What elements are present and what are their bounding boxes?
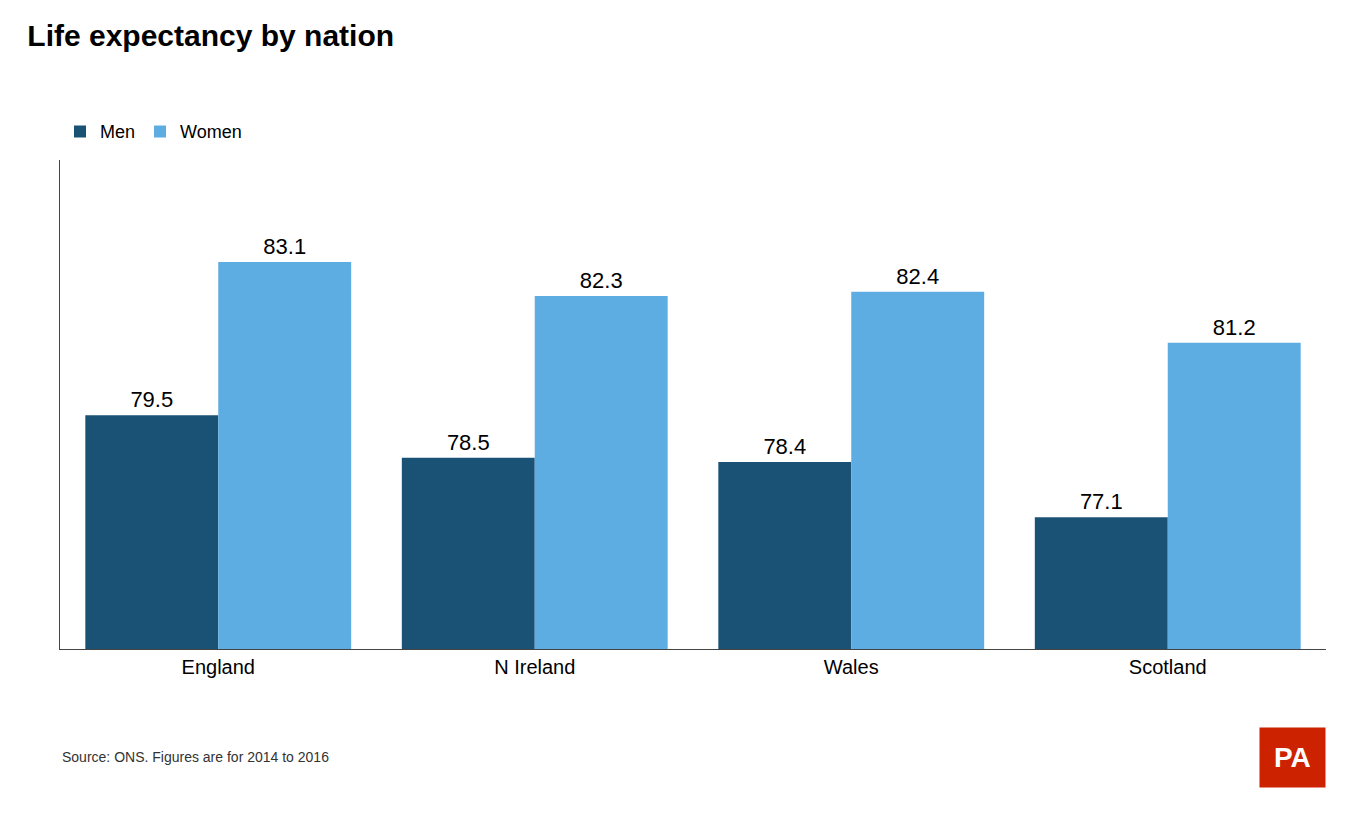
svg-text:77.1: 77.1: [1080, 489, 1123, 514]
svg-text:83.1: 83.1: [263, 234, 306, 259]
svg-text:81.2: 81.2: [1213, 315, 1256, 340]
svg-text:Women: Women: [180, 122, 242, 142]
svg-text:England: England: [182, 656, 255, 678]
svg-text:Scotland: Scotland: [1129, 656, 1207, 678]
svg-text:78.5: 78.5: [447, 430, 490, 455]
svg-text:Source: ONS. Figures are for 2: Source: ONS. Figures are for 2014 to 201…: [62, 749, 329, 765]
svg-text:78.4: 78.4: [763, 434, 806, 459]
svg-text:N Ireland: N Ireland: [494, 656, 575, 678]
svg-text:PA: PA: [1274, 742, 1311, 773]
svg-text:Wales: Wales: [824, 656, 879, 678]
svg-text:82.4: 82.4: [896, 264, 939, 289]
svg-text:82.3: 82.3: [580, 268, 623, 293]
svg-text:79.5: 79.5: [130, 387, 173, 412]
svg-text:Men: Men: [100, 122, 135, 142]
svg-text:Life expectancy by nation: Life expectancy by nation: [27, 19, 394, 52]
